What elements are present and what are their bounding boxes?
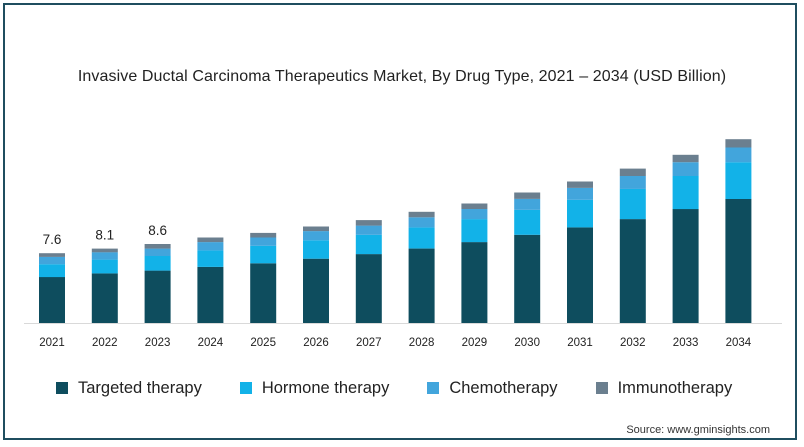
x-tick-label-2023: 2023: [145, 337, 171, 349]
bar-immunotherapy-2032: [619, 168, 646, 176]
x-tick-label-2025: 2025: [250, 337, 276, 349]
bar-chemotherapy-2024: [197, 242, 224, 251]
bar-targeted-therapy-2023: [144, 270, 171, 323]
legend-swatch-targeted-therapy: [56, 382, 68, 394]
bar-chemotherapy-2034: [725, 147, 752, 163]
legend-label-hormone-therapy: Hormone therapy: [261, 378, 390, 397]
x-tick-label-2027: 2027: [356, 337, 382, 349]
bar-hormone-therapy-2025: [250, 245, 277, 264]
bar-targeted-therapy-2034: [725, 198, 752, 323]
bar-hormone-therapy-2026: [303, 240, 329, 259]
x-tick-label-2021: 2021: [39, 337, 65, 349]
x-tick-label-2024: 2024: [198, 337, 224, 349]
legend-item-targeted-therapy: Targeted therapy: [56, 379, 202, 398]
x-tick-label-2029: 2029: [462, 337, 488, 349]
bar-hormone-therapy-2027: [355, 234, 382, 255]
bar-immunotherapy-2034: [725, 139, 752, 148]
source-text: Source: www.gminsights.com: [626, 424, 770, 436]
chart-frame: [3, 3, 797, 440]
bar-chemotherapy-2030: [514, 198, 541, 210]
bar-immunotherapy-2024: [197, 237, 224, 243]
legend-swatch-immunotherapy: [595, 382, 608, 394]
bar-chemotherapy-2031: [567, 187, 593, 200]
bar-targeted-therapy-2028: [408, 248, 435, 323]
bar-targeted-therapy-2022: [91, 273, 118, 323]
bar-targeted-therapy-2024: [197, 266, 224, 323]
bar-chemotherapy-2023: [144, 248, 171, 256]
bar-immunotherapy-2033: [672, 154, 699, 163]
bar-immunotherapy-2031: [567, 181, 593, 188]
legend-label-targeted-therapy: Targeted therapy: [78, 378, 202, 397]
bar-hormone-therapy-2033: [672, 176, 699, 210]
x-tick-label-2026: 2026: [303, 337, 329, 349]
chart-title: Invasive Ductal Carcinoma Therapeutics M…: [77, 68, 727, 85]
bar-chemotherapy-2028: [408, 217, 435, 228]
x-tick-label-2028: 2028: [409, 337, 435, 349]
bar-targeted-therapy-2026: [303, 258, 329, 323]
bar-chemotherapy-2029: [461, 209, 488, 220]
legend-swatch-chemotherapy: [427, 382, 440, 394]
data-label-2021: 7.6: [43, 232, 62, 247]
bar-immunotherapy-2027: [355, 220, 382, 226]
data-label-2023: 8.6: [148, 223, 167, 238]
bar-chemotherapy-2032: [619, 176, 646, 189]
bar-targeted-therapy-2021: [39, 277, 65, 323]
bar-hormone-therapy-2032: [619, 188, 646, 220]
bar-immunotherapy-2023: [144, 244, 171, 249]
bar-chemotherapy-2033: [672, 162, 699, 176]
legend-label-immunotherapy: Immunotherapy: [617, 378, 733, 397]
x-tick-label-2033: 2033: [673, 337, 699, 349]
bar-targeted-therapy-2025: [250, 263, 277, 323]
bar-targeted-therapy-2029: [461, 242, 488, 323]
bar-chemotherapy-2026: [303, 231, 329, 241]
data-label-2022: 8.1: [95, 228, 114, 243]
bar-targeted-therapy-2033: [672, 209, 699, 323]
bar-immunotherapy-2028: [408, 211, 435, 218]
bar-hormone-therapy-2034: [725, 162, 752, 199]
bar-chemotherapy-2021: [39, 256, 65, 265]
bar-immunotherapy-2030: [514, 192, 541, 199]
bar-targeted-therapy-2030: [514, 234, 541, 323]
bar-hormone-therapy-2024: [197, 250, 224, 267]
legend-item-chemotherapy: Chemotherapy: [427, 378, 558, 398]
bar-hormone-therapy-2022: [91, 259, 118, 274]
bar-hormone-therapy-2021: [39, 264, 65, 278]
bar-immunotherapy-2022: [91, 248, 118, 253]
x-tick-label-2032: 2032: [620, 337, 646, 349]
bar-immunotherapy-2025: [250, 232, 277, 238]
legend-swatch-hormone-therapy: [239, 382, 252, 394]
bar-targeted-therapy-2027: [355, 254, 382, 323]
bar-chemotherapy-2022: [91, 252, 118, 260]
legend-item-immunotherapy: Immunotherapy: [595, 378, 733, 398]
bar-immunotherapy-2021: [39, 253, 65, 257]
legend: Targeted therapy Hormone therapy Chemoth…: [56, 376, 776, 400]
bar-targeted-therapy-2031: [567, 227, 593, 323]
bar-hormone-therapy-2028: [408, 227, 435, 249]
x-tick-label-2034: 2034: [726, 337, 752, 349]
x-tick-label-2030: 2030: [514, 337, 540, 349]
bar-hormone-therapy-2023: [144, 255, 171, 271]
bar-immunotherapy-2026: [303, 226, 329, 232]
bar-hormone-therapy-2031: [567, 199, 593, 228]
bar-chemotherapy-2027: [355, 225, 382, 235]
bar-hormone-therapy-2029: [461, 219, 488, 243]
x-tick-label-2031: 2031: [567, 337, 593, 349]
bar-immunotherapy-2029: [461, 203, 488, 209]
legend-label-chemotherapy: Chemotherapy: [449, 378, 558, 397]
bar-hormone-therapy-2030: [514, 210, 541, 235]
bar-targeted-therapy-2032: [619, 219, 646, 323]
x-tick-label-2022: 2022: [92, 337, 118, 349]
legend-item-hormone-therapy: Hormone therapy: [239, 378, 390, 398]
bar-chemotherapy-2025: [250, 237, 277, 246]
